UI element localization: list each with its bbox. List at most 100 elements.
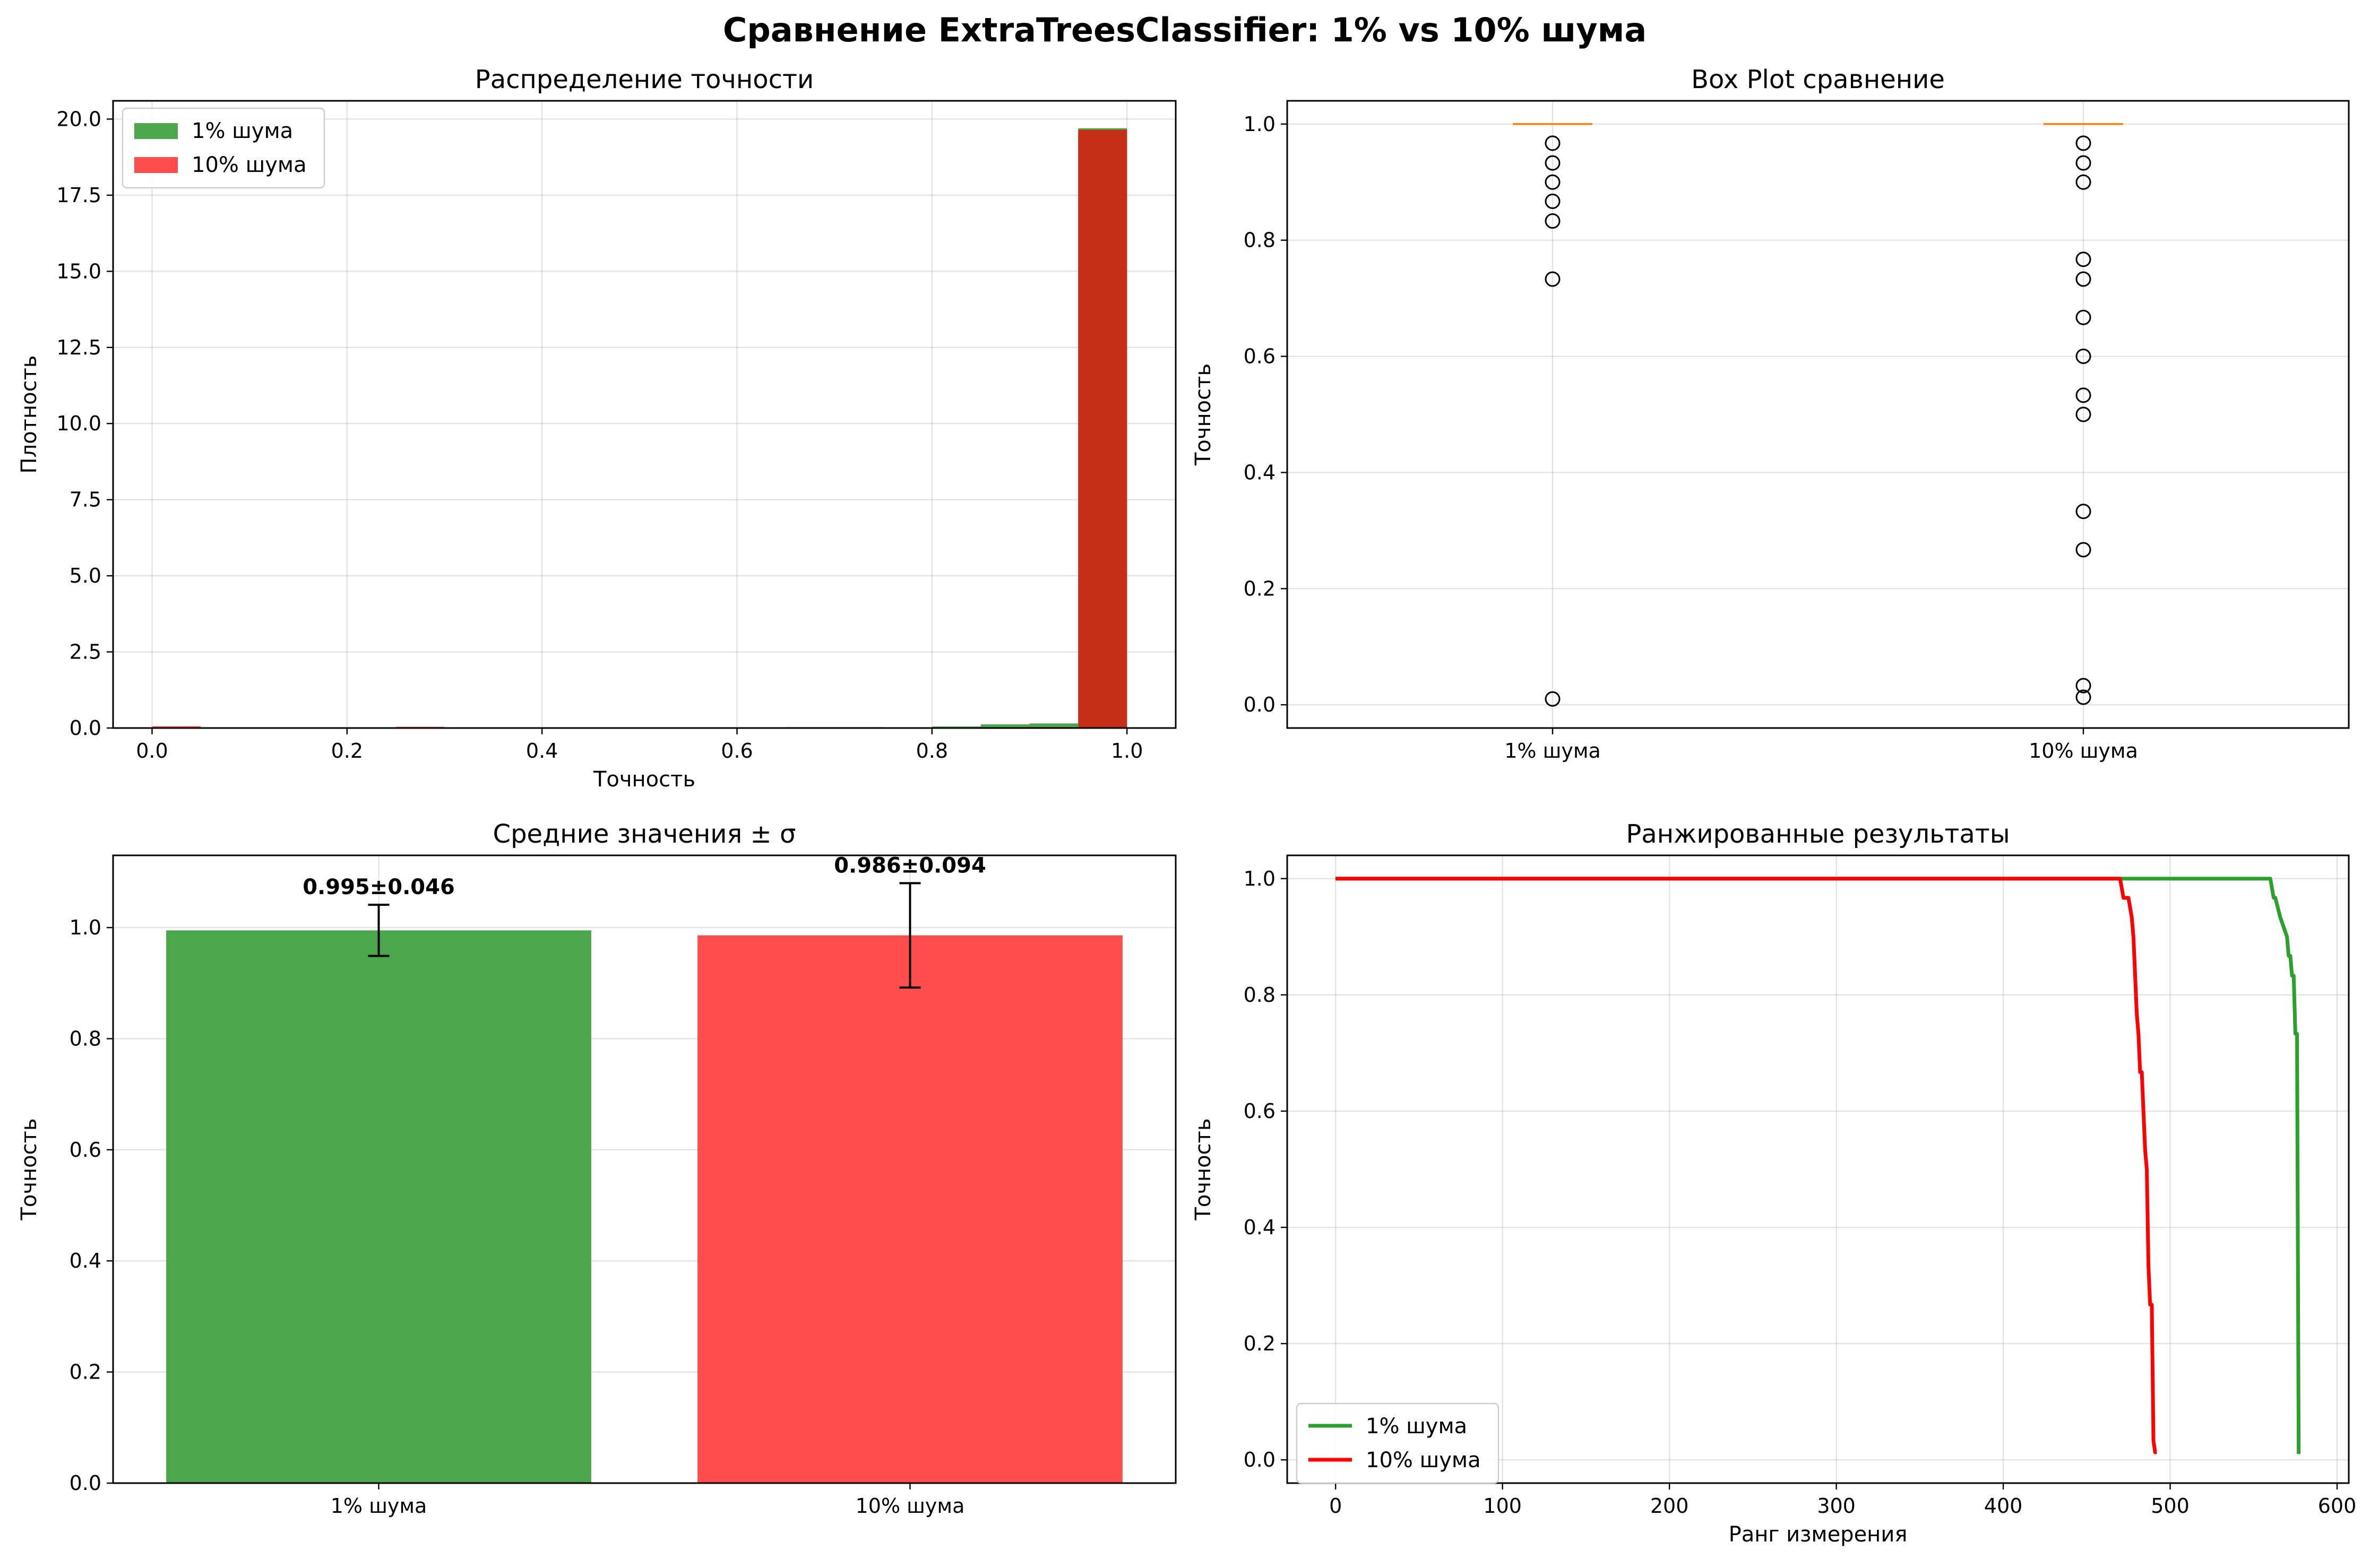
means-x-tick-label: 10% шума [856, 1494, 965, 1518]
ranked-series-line [1335, 877, 2157, 1454]
hist-legend: 1% шума 10% шума [122, 107, 325, 189]
box-outlier [2075, 309, 2091, 325]
ranked-y-tick-label: 0.4 [1244, 1216, 1276, 1239]
means-bar [166, 930, 591, 1483]
box-title: Box Plot сравнение [1691, 65, 1945, 94]
ranked-x-tick-label: 500 [2151, 1494, 2190, 1518]
means-x-tick-label: 1% шума [331, 1494, 427, 1518]
hist-y-grid [113, 118, 1176, 729]
box-panel: 0.0 0.2 0.4 0.6 0.8 1.0 Точность 1% шума 10% шум… [1191, 65, 2350, 763]
ranked-y-tick-label: 0.0 [1244, 1448, 1276, 1471]
means-value-label: 0.995±0.046 [303, 875, 455, 899]
ranked-y-label: Точность [1191, 1118, 1216, 1220]
ranked-y-tick-label: 0.6 [1244, 1099, 1276, 1123]
box-outlier [1545, 193, 1561, 209]
ranked-series-line [1335, 877, 2301, 1454]
ranked-y-tick-label: 0.2 [1244, 1332, 1276, 1355]
means-panel: 0.0 0.2 0.4 0.6 0.8 1.0 Точность 0.995±0.046 1% … [17, 819, 1177, 1518]
box-x-grid [1552, 101, 2084, 728]
hist-y-tick-label: 17.5 [56, 184, 101, 207]
hist-x-tick-label: 0.4 [526, 739, 558, 763]
means-frame [112, 854, 1177, 1484]
means-title: Средние значения ± σ [493, 819, 796, 849]
box-outlier [1545, 174, 1561, 190]
box-outlier [2075, 271, 2091, 287]
hist-x-tick-label: 0.2 [331, 739, 363, 763]
hist-frame [112, 100, 1177, 729]
means-y-tick-label: 0.8 [70, 1027, 101, 1050]
ranked-frame [1286, 854, 2350, 1484]
box-frame [1286, 100, 2350, 729]
ranked-x-tick-label: 200 [1650, 1494, 1689, 1518]
box-y-tick-label: 0.6 [1244, 345, 1276, 368]
ranked-title: Ранжированные результаты [1626, 819, 2010, 849]
ranked-y-tick-label: 0.8 [1244, 983, 1276, 1007]
hist-bar [1029, 723, 1079, 728]
hist-y-tick-label: 5.0 [70, 564, 101, 587]
box-outlier [2075, 678, 2091, 694]
box-outlier [1545, 213, 1561, 229]
hist-y-tick-label: 12.5 [56, 336, 101, 359]
means-value-label: 0.986±0.094 [834, 853, 986, 878]
ranked-x-grid [1334, 855, 2338, 1483]
box-y-tick-label: 0.2 [1244, 577, 1276, 600]
box-y-tick-label: 1.0 [1244, 112, 1276, 136]
means-y-label: Точность [17, 1118, 41, 1220]
ranked-legend-box [1296, 1402, 1499, 1484]
ranked-legend-label: 10% шума [1366, 1448, 1481, 1472]
box-outlier [2075, 135, 2091, 151]
ranked-x-tick-label: 300 [1817, 1494, 1856, 1518]
ranked-x-tick-label: 100 [1483, 1494, 1522, 1518]
hist-x-tick-label: 0.8 [916, 739, 948, 763]
hist-y-tick-label: 20.0 [56, 107, 101, 131]
hist-bar-overlap [1078, 129, 1127, 728]
box-outlier [1545, 155, 1561, 171]
ranked-x-label: Ранг измерения [1729, 1522, 1908, 1547]
hist-legend-label: 10% шума [192, 153, 307, 177]
ranked-legend-label: 1% шума [1366, 1414, 1467, 1439]
box-x-tick-label: 1% шума [1504, 739, 1601, 763]
ranked-x-tick-label: 0 [1329, 1494, 1342, 1518]
box-y-tick-label: 0.8 [1244, 229, 1276, 252]
box-x-tick-label: 10% шума [2029, 739, 2138, 763]
box-outlier [2075, 155, 2091, 171]
hist-x-tick-label: 0.0 [136, 739, 168, 763]
means-y-tick-label: 0.6 [70, 1138, 101, 1162]
ranked-y-tick-label: 1.0 [1244, 867, 1276, 890]
hist-legend-swatch [134, 123, 178, 139]
box-outlier [2075, 349, 2091, 365]
ranked-x-tick-label: 600 [2318, 1494, 2357, 1518]
box-y-tick-label: 0.0 [1244, 693, 1276, 716]
means-y-tick-label: 0.4 [70, 1249, 101, 1272]
ranked-y-grid [1287, 878, 2349, 1461]
hist-y-tick-label: 7.5 [70, 488, 101, 512]
hist-title: Распределение точности [475, 65, 814, 94]
means-y-tick-label: 0.2 [70, 1361, 101, 1384]
box-outlier [2075, 387, 2091, 403]
box-outlier [2075, 689, 2091, 705]
box-outlier [2075, 406, 2091, 422]
means-y-tick-label: 1.0 [70, 916, 101, 939]
box-outlier [1545, 271, 1561, 287]
hist-legend-swatch [134, 157, 178, 173]
ranked-legend: 1% шума 10% шума [1296, 1402, 1499, 1484]
hist-y-label: Плотность [17, 356, 41, 474]
hist-x-label: Точность [593, 767, 695, 792]
hist-y-tick-label: 15.0 [56, 259, 101, 283]
box-y-grid [1287, 123, 2349, 706]
hist-bar [980, 724, 1030, 728]
box-outlier [2075, 174, 2091, 190]
hist-y-tick-label: 10.0 [56, 412, 101, 435]
hist-legend-label: 1% шума [192, 119, 293, 143]
hist-panel: 0.0 0.2 0.4 0.6 0.8 1.0 Точность 0.0 2.5 5.0 7.5 10… [17, 65, 1177, 792]
means-bar [697, 935, 1123, 1483]
figure-title: Сравнение ExtraTreesClassifier: 1% vs 10… [723, 11, 1647, 49]
hist-x-tick-label: 1.0 [1111, 739, 1143, 763]
box-y-label: Точность [1191, 363, 1216, 466]
ranked-x-tick-label: 400 [1984, 1494, 2023, 1518]
hist-y-tick-label: 0.0 [70, 716, 101, 740]
box-outlier [2075, 542, 2091, 558]
hist-bar [152, 726, 201, 728]
hist-y-tick-label: 2.5 [70, 640, 101, 664]
